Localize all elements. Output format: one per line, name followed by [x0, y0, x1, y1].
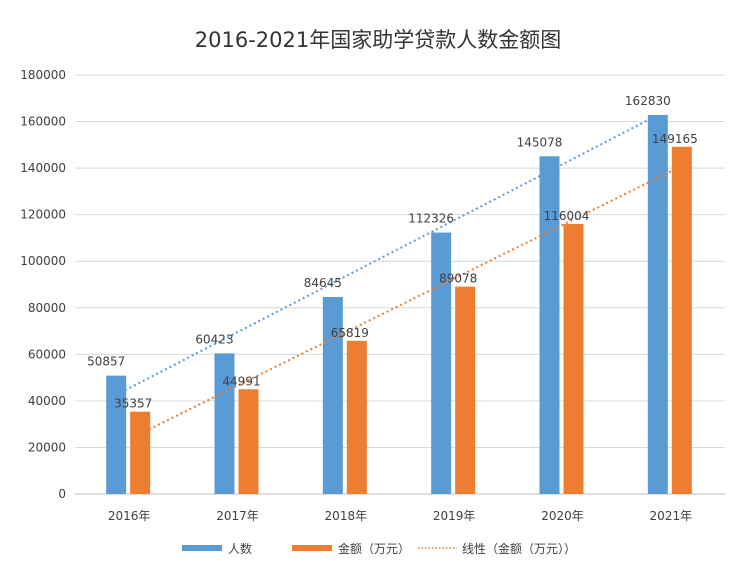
y-tick-label: 120000 — [20, 208, 66, 222]
bar-amount — [563, 223, 584, 495]
bar-amount — [455, 286, 476, 494]
data-label: 89078 — [439, 272, 477, 286]
x-tick-label: 2016年 — [108, 509, 151, 523]
data-label: 60423 — [195, 332, 233, 346]
y-tick-label: 0 — [58, 487, 66, 501]
data-label: 44991 — [222, 374, 260, 388]
x-tick-label: 2017年 — [216, 509, 259, 523]
bar-people — [539, 156, 560, 494]
legend-label: 线性（金额（万元）） — [462, 541, 576, 556]
bar-amount — [346, 340, 367, 494]
data-label: 162830 — [625, 94, 671, 108]
y-tick-label: 40000 — [28, 394, 66, 408]
y-tick-label: 80000 — [28, 301, 66, 315]
data-label: 145078 — [517, 135, 563, 149]
legend-label: 人数 — [228, 541, 252, 556]
data-label: 84645 — [304, 276, 342, 290]
legend-swatch — [182, 545, 222, 551]
y-tick-label: 100000 — [20, 254, 66, 268]
data-label: 50857 — [87, 355, 125, 369]
chart-title: 2016-2021年国家助学贷款人数金额图 — [195, 28, 561, 52]
bar-amount — [671, 146, 692, 494]
x-tick-label: 2020年 — [541, 509, 584, 523]
legend-label: 金额（万元） — [338, 541, 410, 556]
y-tick-label: 180000 — [20, 68, 66, 82]
y-tick-label: 20000 — [28, 440, 66, 454]
data-label: 116004 — [544, 209, 590, 223]
legend-swatch — [292, 545, 332, 551]
data-label: 149165 — [652, 132, 698, 146]
bar-people — [647, 114, 668, 494]
x-tick-label: 2021年 — [650, 509, 693, 523]
bar-people — [431, 232, 452, 494]
x-tick-label: 2019年 — [433, 509, 476, 523]
data-label: 65819 — [331, 326, 369, 340]
bar-people — [106, 375, 127, 494]
y-tick-label: 160000 — [20, 115, 66, 129]
data-label: 35357 — [114, 397, 152, 411]
trendline — [139, 165, 683, 435]
bar-amount — [238, 389, 259, 494]
bar-amount — [130, 411, 151, 494]
y-tick-label: 140000 — [20, 161, 66, 175]
bar-people — [322, 296, 343, 494]
data-label: 112326 — [408, 212, 454, 226]
y-tick-label: 60000 — [28, 347, 66, 361]
x-tick-label: 2018年 — [325, 509, 368, 523]
trendline — [115, 114, 659, 396]
